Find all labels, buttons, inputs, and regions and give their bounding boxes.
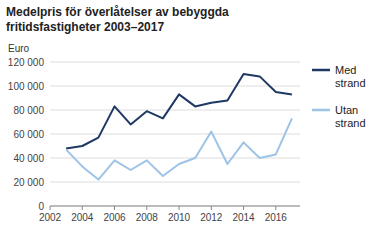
- y-tick-label: 20 000: [13, 177, 44, 188]
- legend-label-line: Utan: [335, 104, 358, 116]
- title-line: fritidsfastigheter 2003–2017: [6, 20, 164, 34]
- x-tick-label: 2008: [136, 212, 159, 223]
- grid-line: [50, 206, 300, 207]
- title: Medelpris för överlåtelser av bebyggdafr…: [6, 5, 229, 34]
- grid: [50, 62, 300, 206]
- series-line: [66, 74, 292, 148]
- x-tick-label: 2016: [265, 212, 288, 223]
- x-tick-label: 2010: [168, 212, 191, 223]
- legend-swatch: [312, 109, 330, 112]
- grid-line: [50, 182, 300, 183]
- legend: MedstrandUtanstrand: [312, 64, 366, 129]
- series-line: [66, 118, 292, 179]
- x-tick: [275, 206, 276, 210]
- x-tick: [50, 206, 51, 210]
- legend-label: Utanstrand: [335, 104, 366, 129]
- legend-label-line: strand: [335, 117, 366, 129]
- x-tick: [243, 206, 244, 210]
- plot-area: [66, 74, 292, 180]
- legend-swatch: [312, 69, 330, 72]
- x-tick: [114, 206, 115, 210]
- legend-label-line: strand: [335, 77, 366, 89]
- y-tick-label: 60 000: [13, 129, 44, 140]
- legend-label-line: Med: [335, 64, 356, 76]
- y-tick-label: 0: [38, 201, 44, 212]
- grid-line: [50, 110, 300, 111]
- x-axis-line: [50, 206, 300, 207]
- grid-line: [50, 134, 300, 135]
- y-axis-label: Euro: [8, 43, 30, 54]
- chart-svg: Medelpris för överlåtelser av bebyggdafr…: [0, 0, 386, 234]
- x-tick-label: 2006: [103, 212, 126, 223]
- legend-label: Medstrand: [335, 64, 366, 89]
- chart-container: Medelpris för överlåtelser av bebyggdafr…: [0, 0, 386, 234]
- grid-line: [50, 62, 300, 63]
- x-tick-label: 2002: [39, 212, 62, 223]
- title-line: Medelpris för överlåtelser av bebyggda: [6, 5, 229, 19]
- x-tick: [146, 206, 147, 210]
- x-tick: [211, 206, 212, 210]
- y-tick-label: 40 000: [13, 153, 44, 164]
- x-tick-label: 2014: [232, 212, 255, 223]
- x-tick: [82, 206, 83, 210]
- x-tick-label: 2004: [71, 212, 94, 223]
- y-tick-label: 80 000: [13, 105, 44, 116]
- y-tick-label: 100 000: [8, 81, 45, 92]
- x-tick: [179, 206, 180, 210]
- x-tick-label: 2012: [200, 212, 223, 223]
- grid-line: [50, 86, 300, 87]
- y-tick-label: 120 000: [8, 57, 45, 68]
